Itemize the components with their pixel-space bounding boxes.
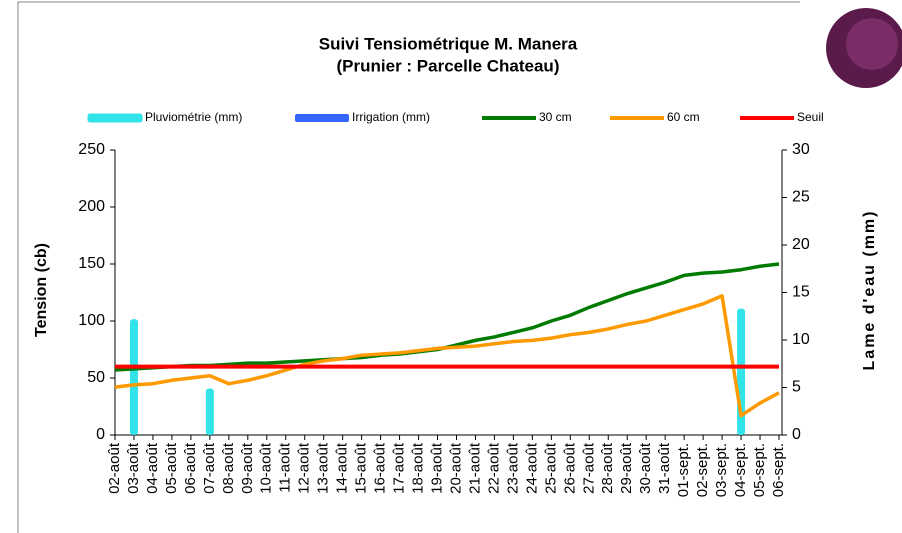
legend-swatch <box>295 114 349 122</box>
x-tick-label: 02-sept. <box>694 443 711 497</box>
y2-tick-label: 10 <box>792 331 810 348</box>
line-3 <box>115 296 779 416</box>
x-tick-label: 19-août <box>428 442 445 494</box>
chart: Suivi Tensiométrique M. Manera (Prunier … <box>0 0 902 533</box>
x-tick-label: 24-août <box>523 442 540 494</box>
x-tick-label: 07-août <box>201 442 218 494</box>
y2-tick-label: 20 <box>792 236 810 253</box>
x-tick-label: 31-août <box>656 442 673 494</box>
x-tick-label: 10-août <box>258 442 275 494</box>
x-tick-label: 18-août <box>410 442 427 494</box>
x-tick-label: 13-août <box>315 442 332 494</box>
y-tick-label: 100 <box>78 312 105 329</box>
y-tick-label: 250 <box>78 141 105 158</box>
line-2 <box>115 264 779 370</box>
x-tick-label: 03-août <box>125 442 142 494</box>
y2-axis-title: Lame d'eau (mm) <box>861 210 878 371</box>
legend-label: 60 cm <box>667 110 700 124</box>
x-tick-label: 22-août <box>485 442 502 494</box>
legend-label: Irrigation (mm) <box>352 110 430 124</box>
x-tick-label: 05-août <box>163 442 180 494</box>
x-tick-label: 30-août <box>637 442 654 494</box>
x-tick-label: 23-août <box>504 442 521 494</box>
y2-tick-label: 0 <box>792 426 801 443</box>
bar <box>130 319 138 435</box>
x-tick-label: 14-août <box>334 442 351 494</box>
x-tick-label: 12-août <box>296 442 313 494</box>
bar <box>206 388 214 435</box>
x-tick-label: 28-août <box>599 442 616 494</box>
x-tick-label: 06-août <box>182 442 199 494</box>
y-axis-title: Tension (cb) <box>33 243 50 337</box>
logo-inner <box>846 18 898 70</box>
x-tick-label: 26-août <box>561 442 578 494</box>
chart-title: Suivi Tensiométrique M. Manera <box>319 34 578 53</box>
y-tick-label: 0 <box>96 426 105 443</box>
x-tick-label: 08-août <box>220 442 237 494</box>
page: Suivi Tensiométrique M. Manera (Prunier … <box>0 0 902 533</box>
y-tick-label: 200 <box>78 198 105 215</box>
x-tick-label: 16-août <box>372 442 389 494</box>
x-tick-label: 06-sept. <box>770 443 787 497</box>
x-tick-label: 04-août <box>144 442 161 494</box>
x-tick-label: 21-août <box>466 442 483 494</box>
x-tick-label: 11-août <box>277 442 294 493</box>
legend-label: Seuil <box>797 110 824 124</box>
x-tick-label: 15-août <box>353 442 370 494</box>
x-tick-label: 04-sept. <box>732 443 749 497</box>
y-tick-label: 50 <box>87 369 105 386</box>
legend-label: Pluviométrie (mm) <box>145 110 242 124</box>
x-tick-label: 29-août <box>618 442 635 494</box>
x-tick-label: 01-sept. <box>675 443 692 497</box>
y2-tick-label: 5 <box>792 379 801 396</box>
x-tick-label: 27-août <box>580 442 597 494</box>
chart-subtitle: (Prunier : Parcelle Chateau) <box>337 56 560 75</box>
x-tick-label: 03-sept. <box>713 443 730 497</box>
x-tick-label: 25-août <box>542 442 559 494</box>
y-tick-label: 150 <box>78 255 105 272</box>
x-tick-label: 05-sept. <box>751 443 768 497</box>
legend-label: 30 cm <box>539 110 572 124</box>
x-tick-label: 09-août <box>239 442 256 494</box>
y2-tick-label: 25 <box>792 189 810 206</box>
y2-tick-label: 15 <box>792 284 810 301</box>
x-tick-label: 20-août <box>447 442 464 494</box>
legend-swatch <box>88 114 142 122</box>
y2-tick-label: 30 <box>792 141 810 158</box>
x-tick-label: 17-août <box>391 442 408 494</box>
x-tick-label: 02-août <box>106 442 123 494</box>
